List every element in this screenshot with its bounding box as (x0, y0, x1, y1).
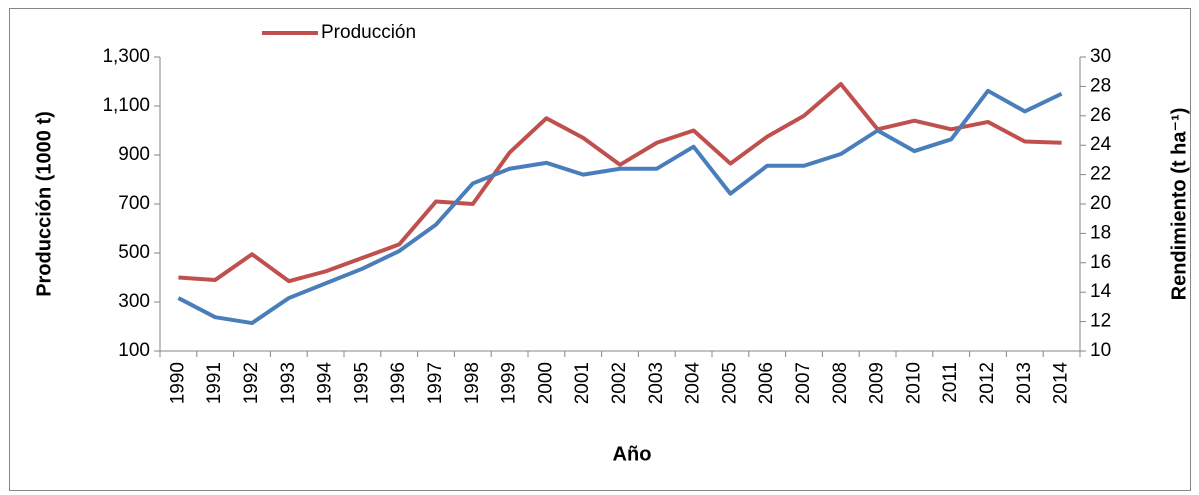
y2-tick-label: 24 (1090, 134, 1112, 155)
y-tick-label: 300 (118, 291, 150, 312)
x-tick-label: 1994 (315, 362, 336, 405)
x-tick-label: 2007 (793, 362, 814, 404)
y2-tick-label: 14 (1090, 281, 1112, 302)
y-tick-label: 700 (118, 193, 150, 214)
line-series (177, 88, 1063, 326)
x-tick-label: 2014 (1051, 362, 1072, 405)
x-tick-label: 1992 (241, 362, 262, 404)
y2-tick-label: 18 (1090, 222, 1111, 243)
y-tick-label: 900 (118, 144, 150, 165)
x-tick-label: 2012 (977, 362, 998, 404)
y2-tick-label: 26 (1090, 105, 1111, 126)
y2-tick-label: 22 (1090, 164, 1111, 185)
x-tick-label: 1998 (462, 362, 483, 404)
x-tick-label: 2011 (940, 362, 961, 403)
x-tick-label: 1990 (167, 362, 188, 404)
y2-tick-label: 30 (1090, 46, 1111, 67)
x-tick-label: 1997 (425, 362, 446, 404)
x-tick-label: 2010 (903, 362, 924, 404)
x-tick-label: 1995 (351, 362, 372, 404)
x-tick-label: 2006 (756, 362, 777, 404)
y-tick-label: 100 (118, 340, 150, 361)
y2-tick-label: 12 (1090, 311, 1111, 332)
x-tick-label: 2008 (830, 362, 851, 404)
x-tick-label: 2000 (535, 362, 556, 404)
x-tick-label: 1991 (204, 362, 225, 404)
y-axis-title: Producción (1000 t) (33, 111, 55, 297)
x-tick-label: 2009 (867, 362, 888, 404)
y-tick-label: 500 (118, 242, 150, 263)
y-tick-label: 1,300 (102, 46, 150, 67)
frame (9, 8, 1191, 491)
x-tick-label: 2004 (683, 362, 704, 405)
y2-tick-label: 28 (1090, 75, 1111, 96)
legend-label: Producción (321, 22, 416, 43)
y2-tick-label: 16 (1090, 252, 1111, 273)
x-tick-label: 2001 (572, 362, 593, 404)
x-tick-label: 1996 (388, 362, 409, 404)
y-tick-label: 1,100 (102, 95, 150, 116)
x-tick-label: 2005 (719, 362, 740, 404)
x-tick-label: 2003 (646, 362, 667, 404)
y2-tick-label: 20 (1090, 193, 1111, 214)
x-axis-title: Año (613, 443, 652, 465)
x-tick-label: 2013 (1014, 362, 1035, 404)
y2-tick-label: 10 (1090, 340, 1111, 361)
y2-axis-title: Rendimiento (t ha⁻¹) (1168, 108, 1190, 301)
x-tick-label: 2002 (609, 362, 630, 404)
x-tick-label: 1999 (499, 362, 520, 404)
line-series (178, 81, 1062, 284)
x-tick-label: 1993 (278, 362, 299, 404)
